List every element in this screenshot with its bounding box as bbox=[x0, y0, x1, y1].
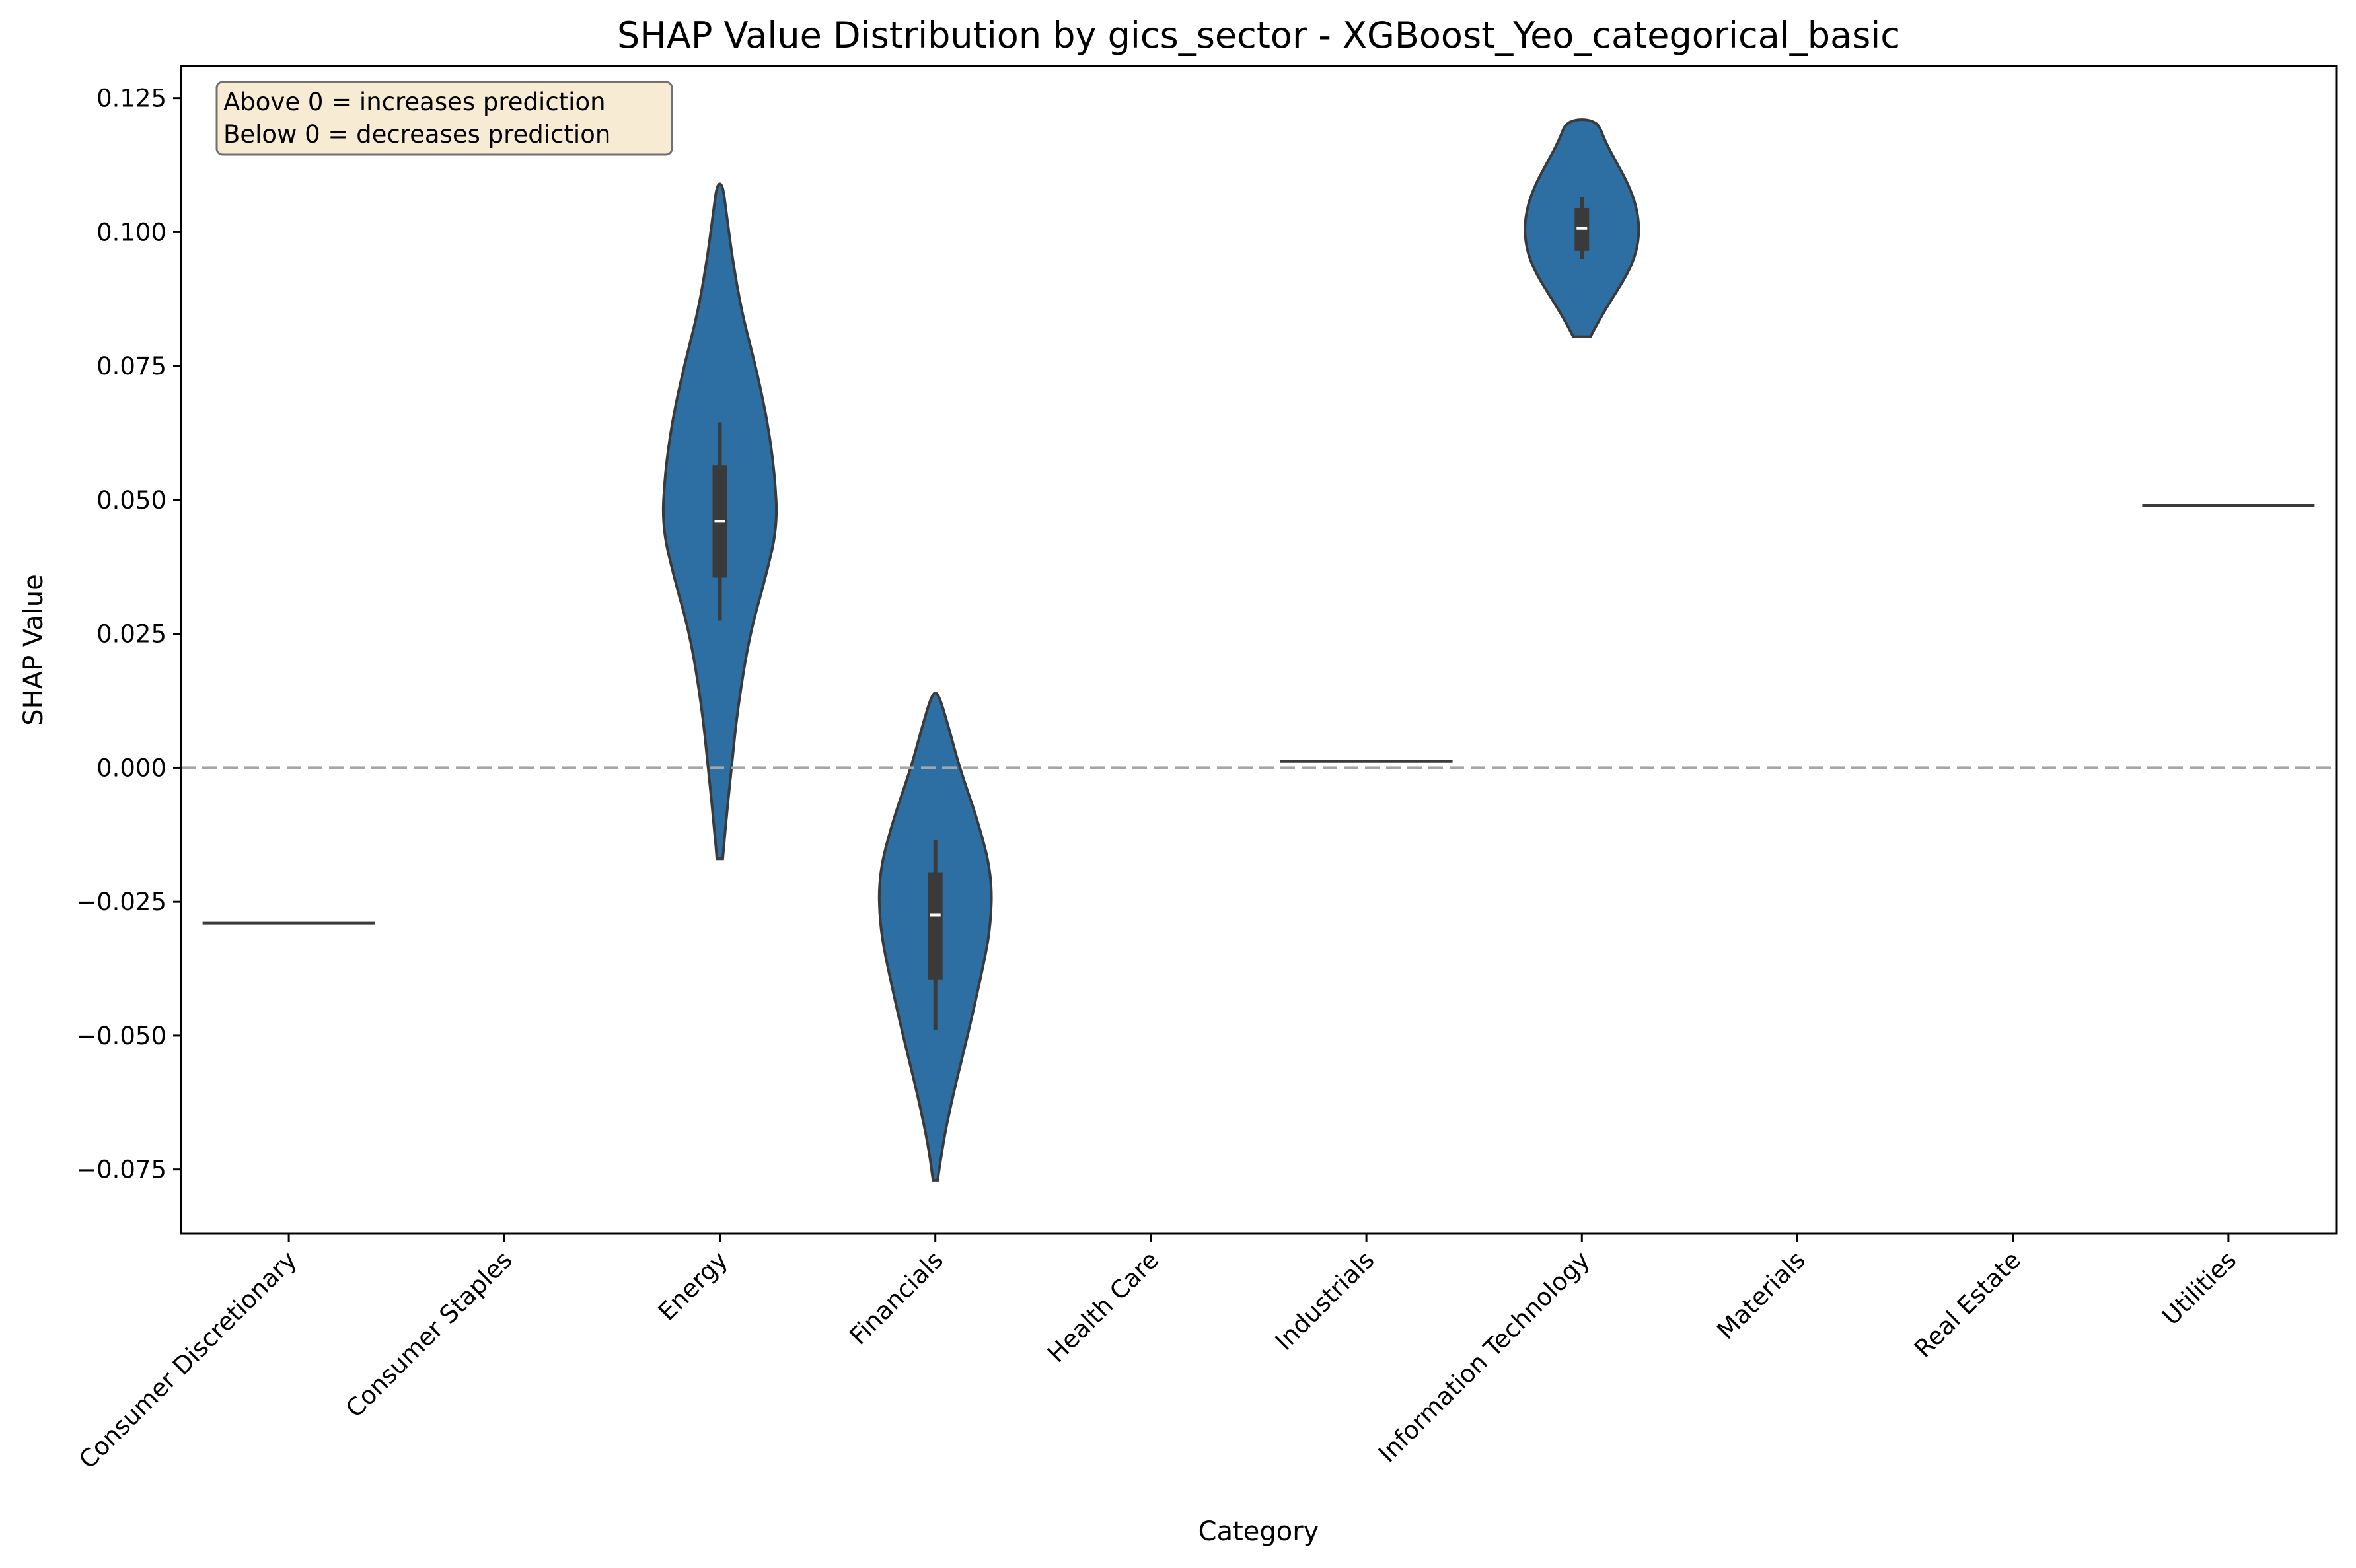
annotation-line-below: Below 0 = decreases prediction bbox=[223, 120, 610, 149]
violin-group bbox=[877, 691, 993, 1182]
y-tick-label: −0.025 bbox=[76, 888, 166, 916]
y-tick-label: −0.050 bbox=[76, 1022, 166, 1050]
violin-group bbox=[661, 182, 778, 861]
annotation-box-background bbox=[215, 81, 673, 156]
violin-iqr-box bbox=[928, 872, 943, 980]
annotation-box: Above 0 = increases prediction Below 0 =… bbox=[215, 81, 673, 156]
y-tick-label: 0.100 bbox=[96, 218, 166, 246]
y-tick-label: 0.125 bbox=[96, 85, 166, 113]
y-tick-label: 0.025 bbox=[96, 620, 166, 649]
x-axis-label: Category bbox=[1198, 1516, 1319, 1547]
y-axis-label: SHAP Value bbox=[18, 574, 49, 726]
plot-frame bbox=[180, 65, 2338, 1235]
annotation-line-above: Above 0 = increases prediction bbox=[223, 88, 606, 116]
chart-title: SHAP Value Distribution by gics_sector -… bbox=[617, 15, 1900, 56]
violins-layer bbox=[202, 118, 2315, 1182]
y-tick-label: 0.050 bbox=[96, 486, 166, 515]
y-tick-label: 0.075 bbox=[96, 352, 166, 380]
y-axis: 0.125 0.100 0.075 0.050 0.025 0.000 −0.025 −0.0… bbox=[76, 85, 181, 1184]
y-tick-label: 0.000 bbox=[96, 754, 166, 782]
violin-group bbox=[1524, 118, 1640, 338]
y-tick-label: −0.075 bbox=[76, 1156, 166, 1184]
